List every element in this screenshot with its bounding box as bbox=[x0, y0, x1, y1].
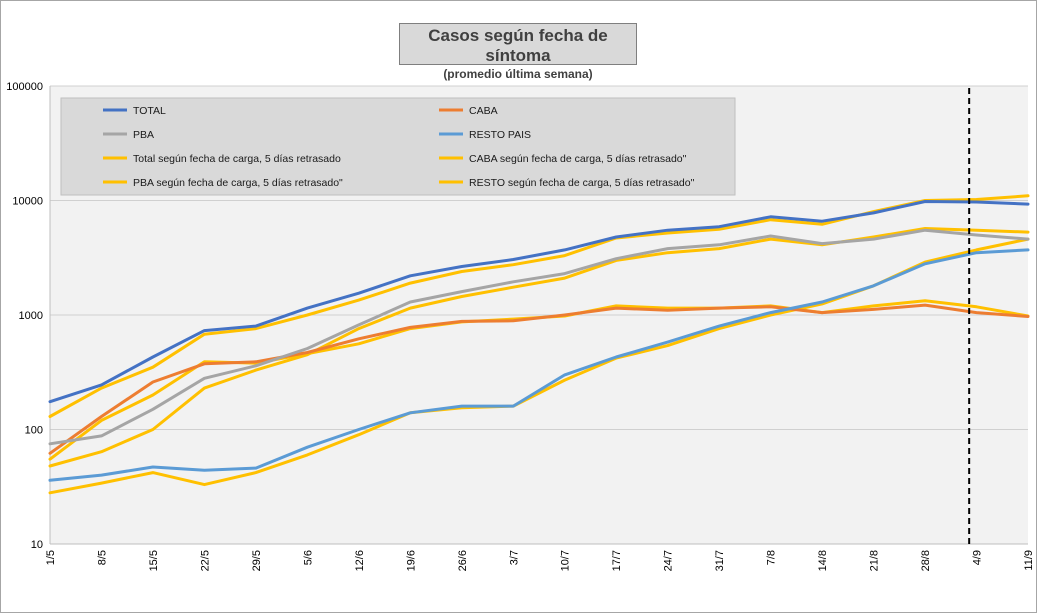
legend-label: CABA bbox=[469, 105, 498, 117]
legend-label: CABA según fecha de carga, 5 días retras… bbox=[469, 153, 687, 165]
x-tick-label: 10/7 bbox=[560, 550, 572, 571]
series-line bbox=[48, 228, 1030, 446]
chart-subtitle: (promedio última semana) bbox=[443, 67, 593, 81]
legend-label: RESTO según fecha de carga, 5 días retra… bbox=[469, 177, 695, 189]
legend-label: Total según fecha de carga, 5 días retra… bbox=[133, 153, 341, 165]
x-tick-label: 5/6 bbox=[302, 550, 314, 565]
x-tick-label: 11/9 bbox=[1023, 550, 1035, 571]
y-tick-label: 100 bbox=[25, 425, 43, 437]
series-line bbox=[48, 227, 1030, 468]
x-tick-label: 3/7 bbox=[508, 550, 520, 565]
x-tick-label: 8/5 bbox=[96, 550, 108, 565]
legend-label: TOTAL bbox=[133, 105, 166, 117]
x-tick-label: 22/5 bbox=[199, 550, 211, 571]
legend-box bbox=[60, 97, 736, 196]
x-tick-label: 7/8 bbox=[766, 550, 778, 565]
x-tick-label: 4/9 bbox=[972, 550, 984, 565]
legend-label: PBA según fecha de carga, 5 días retrasa… bbox=[133, 177, 343, 189]
y-tick-label: 1000 bbox=[19, 310, 43, 322]
legend-label: RESTO PAIS bbox=[469, 129, 531, 141]
x-tick-label: 17/7 bbox=[611, 550, 623, 571]
y-tick-label: 10 bbox=[31, 539, 43, 551]
chart-title-box: Casos según fecha de síntoma (promedio ú… bbox=[399, 23, 637, 81]
x-tick-label: 29/5 bbox=[251, 550, 263, 571]
x-tick-label: 14/8 bbox=[817, 550, 829, 571]
chart-title: Casos según fecha de síntoma bbox=[428, 26, 608, 65]
series-line bbox=[48, 303, 1030, 455]
series-line bbox=[48, 248, 1030, 482]
x-tick-label: 26/6 bbox=[457, 550, 469, 571]
x-tick-label: 19/6 bbox=[405, 550, 417, 571]
x-tick-label: 24/7 bbox=[663, 550, 675, 571]
x-tick-label: 15/5 bbox=[148, 550, 160, 571]
x-tick-label: 31/7 bbox=[714, 550, 726, 571]
y-tick-label: 10000 bbox=[12, 196, 43, 208]
x-tick-label: 1/5 bbox=[45, 550, 57, 565]
x-tick-label: 12/6 bbox=[354, 550, 366, 571]
y-tick-label: 100000 bbox=[6, 81, 43, 93]
x-tick-label: 28/8 bbox=[920, 550, 932, 571]
x-tick-label: 21/8 bbox=[869, 550, 881, 571]
legend-label: PBA bbox=[133, 129, 154, 141]
series-line bbox=[48, 200, 1030, 404]
